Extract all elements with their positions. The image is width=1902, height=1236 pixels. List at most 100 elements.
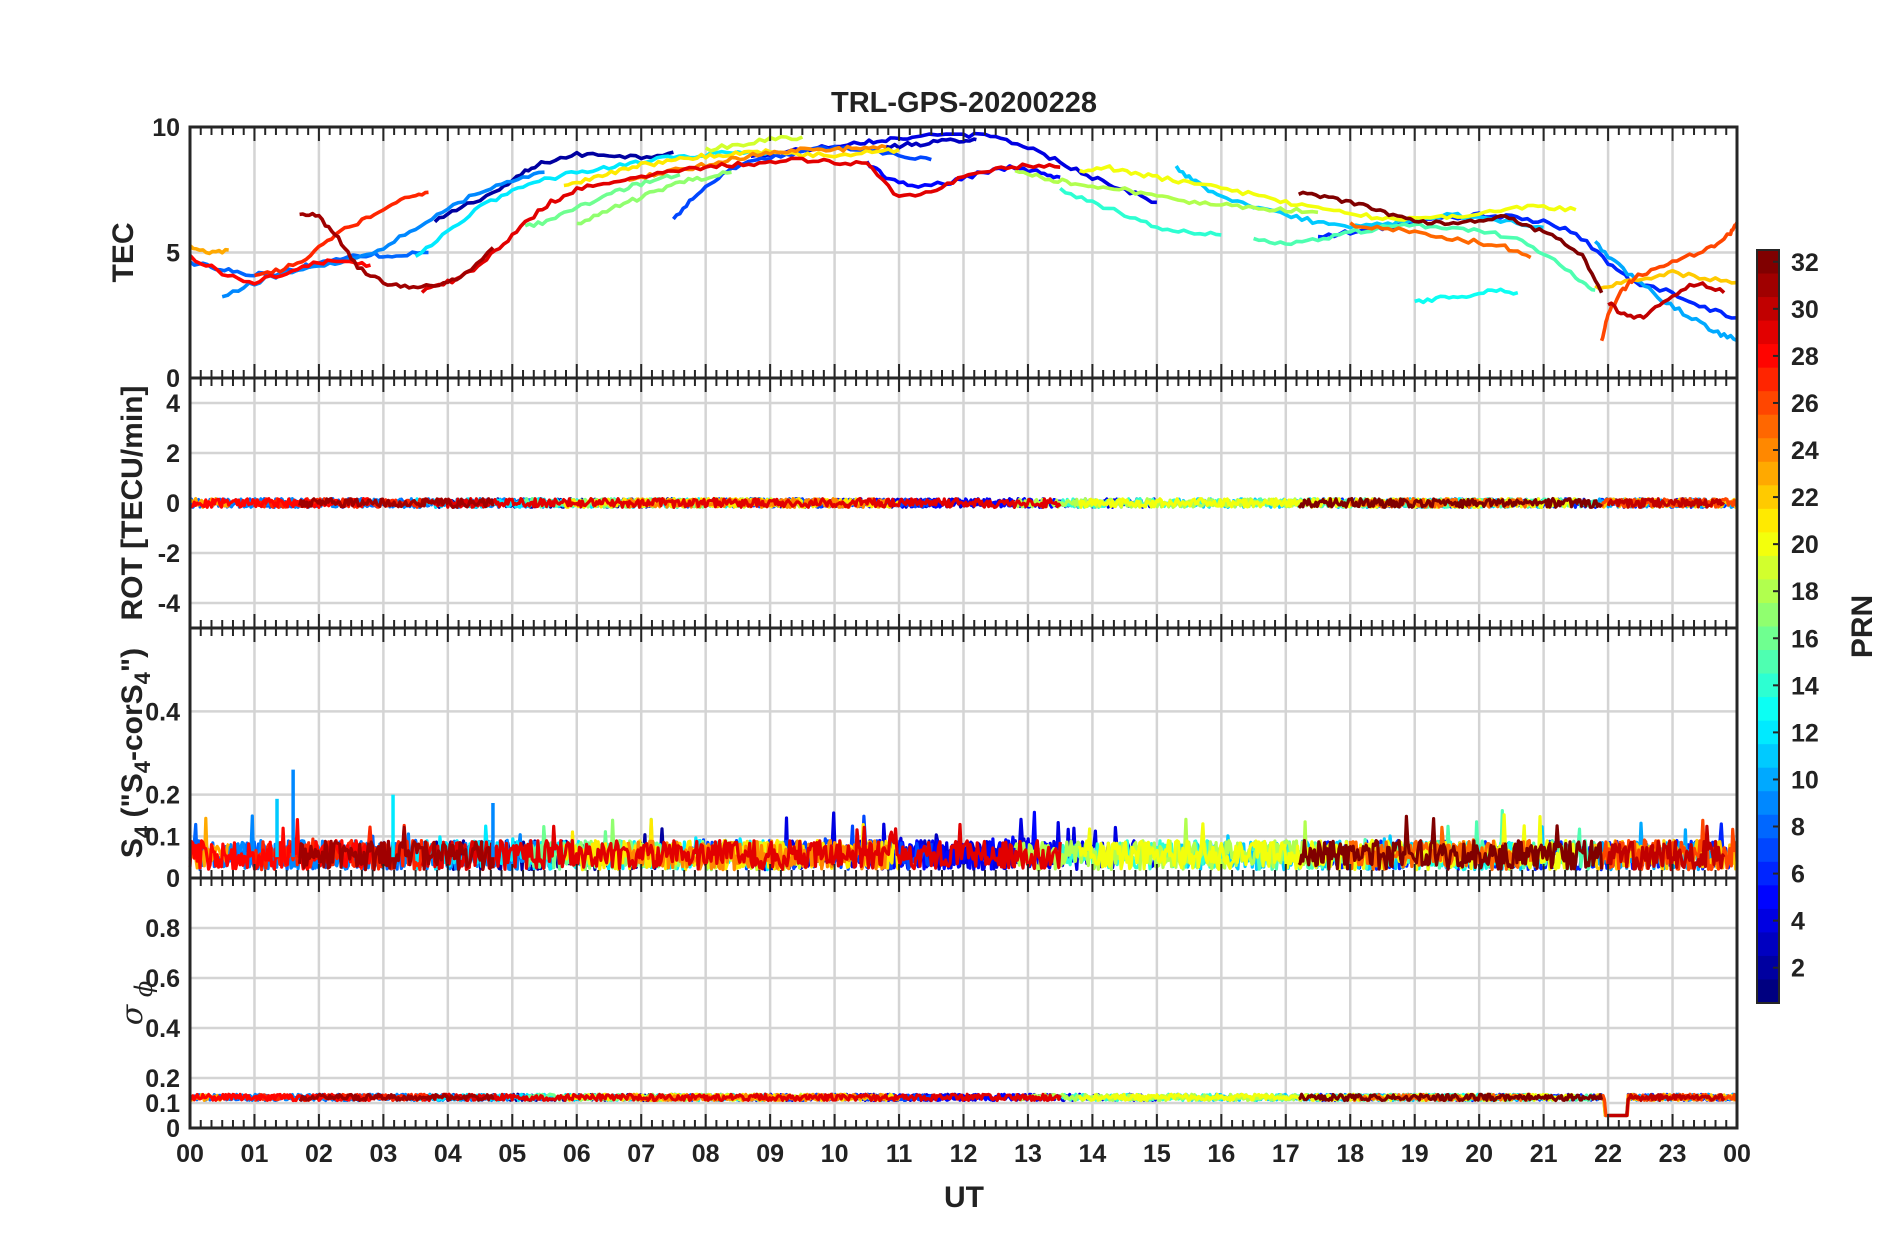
tec-line-prn-20 (1078, 164, 1577, 222)
colorbar-segment (1757, 508, 1779, 533)
y-tick-label: 0 (166, 365, 180, 393)
x-tick-label: 18 (1336, 1140, 1364, 1168)
colorbar-tick-label: 26 (1791, 390, 1819, 418)
colorbar-tick-label: 10 (1791, 766, 1819, 794)
sigma-line-prn-28 (188, 1092, 372, 1103)
colorbar-segment (1757, 485, 1779, 510)
x-tick-label: 09 (756, 1140, 784, 1168)
colorbar-segment (1757, 838, 1779, 863)
y-axis-label-sigma: σ (115, 1003, 150, 1025)
x-tick-label: 14 (1079, 1140, 1107, 1168)
y-tick-label: 0.6 (145, 965, 180, 993)
tec-line-prn-25 (1349, 221, 1532, 260)
x-tick-label: 11 (886, 1140, 913, 1168)
colorbar-tick-label: 22 (1791, 484, 1819, 512)
x-axis-tick-labels: 00 01 02 03 04 05 06 07 08 09 10 11 12 13 14 15 16 17 18 19… (176, 1140, 1751, 1168)
colorbar-label: PRN (1846, 595, 1879, 658)
y-axis-label-sigma: σ ϕ (115, 981, 158, 1025)
x-tick-label: 00 (176, 1140, 204, 1168)
series-tec (188, 131, 1739, 343)
y-tick-label: 0.4 (145, 698, 180, 726)
y-tick-label: 0.1 (145, 823, 180, 851)
colorbar-tick-label: 12 (1791, 719, 1819, 747)
colorbar-segment (1757, 273, 1779, 298)
tec-line-prn-23 (188, 244, 229, 256)
y-axis-label-part: ("S (116, 773, 149, 826)
tec-line-prn-27 (254, 190, 429, 278)
y-axis-label-part: ") (116, 648, 149, 672)
x-tick-label: 22 (1594, 1140, 1622, 1168)
x-tick-label: 08 (692, 1140, 720, 1168)
y-axis-label-part: 4 (130, 671, 155, 684)
colorbar-tick-label: 16 (1791, 625, 1819, 653)
y-tick-label: 0 (166, 490, 180, 518)
colorbar-segment (1757, 320, 1779, 345)
sigma-line-prn-31 (298, 1092, 495, 1102)
x-tick-label: 07 (627, 1140, 655, 1168)
y-tick-labels-s4: 0 0.1 0.2 0.4 (145, 698, 180, 893)
rot-line-prn-29 (420, 497, 1062, 509)
colorbar-segment (1757, 814, 1779, 839)
s4-line-prn-30 (1606, 824, 1726, 872)
y-tick-labels-tec: 0 5 10 (152, 114, 180, 393)
rot-line-prn-32 (1297, 497, 1603, 509)
x-tick-label: 02 (305, 1140, 333, 1168)
y-tick-label: 0 (166, 865, 180, 893)
series-s4 (188, 769, 1739, 872)
sigma-line-prn-29 (420, 1092, 1062, 1103)
colorbar-tick-label: 18 (1791, 578, 1819, 606)
colorbar-tick-label: 14 (1791, 672, 1819, 700)
tec-line-prn-17 (576, 170, 732, 226)
y-axis-label-rot: ROT [TECU/min] (116, 386, 149, 621)
colorbar-segment (1757, 673, 1779, 698)
x-tick-label: 01 (241, 1140, 269, 1168)
colorbar-segment (1757, 979, 1779, 1004)
colorbar-segment (1757, 602, 1779, 628)
tec-line-prn-10 (1593, 240, 1738, 343)
x-axis-label: UT (944, 1181, 984, 1214)
colorbar-segment (1757, 744, 1779, 769)
s4-line-prn-29 (420, 822, 1062, 871)
colorbar-tick-label: 6 (1791, 861, 1805, 889)
colorbar-segment (1757, 791, 1779, 816)
tec-line-prn-2 (433, 150, 674, 224)
colorbar-segment (1757, 391, 1779, 416)
tec-line-prn-31 (299, 211, 495, 290)
y-tick-label: 2 (166, 440, 180, 468)
y-tick-label: 0 (166, 1115, 180, 1143)
colorbar-tick-label: 32 (1791, 249, 1819, 277)
x-tick-label: 05 (498, 1140, 526, 1168)
tec-line-prn-18 (1014, 168, 1319, 215)
x-tick-label: 10 (821, 1140, 849, 1168)
x-tick-label: 04 (434, 1140, 462, 1168)
colorbar-segment (1757, 861, 1779, 886)
y-tick-label: 0.2 (145, 1065, 180, 1093)
sigma-line-prn-30 (1607, 1093, 1726, 1118)
series-sigma (188, 1092, 1739, 1118)
grid (190, 878, 1737, 1128)
y-axis-label-part: 4 (130, 825, 155, 838)
tec-line-prn-28 (188, 254, 371, 286)
s4-line-prn-32 (1297, 814, 1604, 871)
x-minor-ticks (199, 878, 1728, 1128)
grid (190, 127, 1737, 378)
colorbar-segment (1757, 438, 1779, 463)
tec-line-prn-22 (1594, 268, 1738, 291)
colorbar-segment (1757, 885, 1779, 910)
y-tick-labels-rot: -4 -2 0 2 4 (158, 390, 180, 618)
colorbar-tick-label: 20 (1791, 531, 1819, 559)
colorbar-segment (1757, 626, 1779, 651)
colorbar-segment (1757, 697, 1779, 722)
tec-line-prn-29 (420, 156, 1061, 294)
rot-line-prn-31 (298, 497, 495, 509)
y-tick-label: 0.2 (145, 782, 180, 810)
colorbar-tick-label: 4 (1791, 908, 1805, 936)
colorbar-segment (1757, 532, 1779, 557)
colorbar-segment (1757, 297, 1779, 322)
x-tick-label: 12 (950, 1140, 978, 1168)
panel-tec: 0 5 10 TEC (107, 114, 1739, 393)
y-tick-label: 10 (152, 114, 180, 142)
y-tick-label: 0.1 (145, 1090, 180, 1118)
